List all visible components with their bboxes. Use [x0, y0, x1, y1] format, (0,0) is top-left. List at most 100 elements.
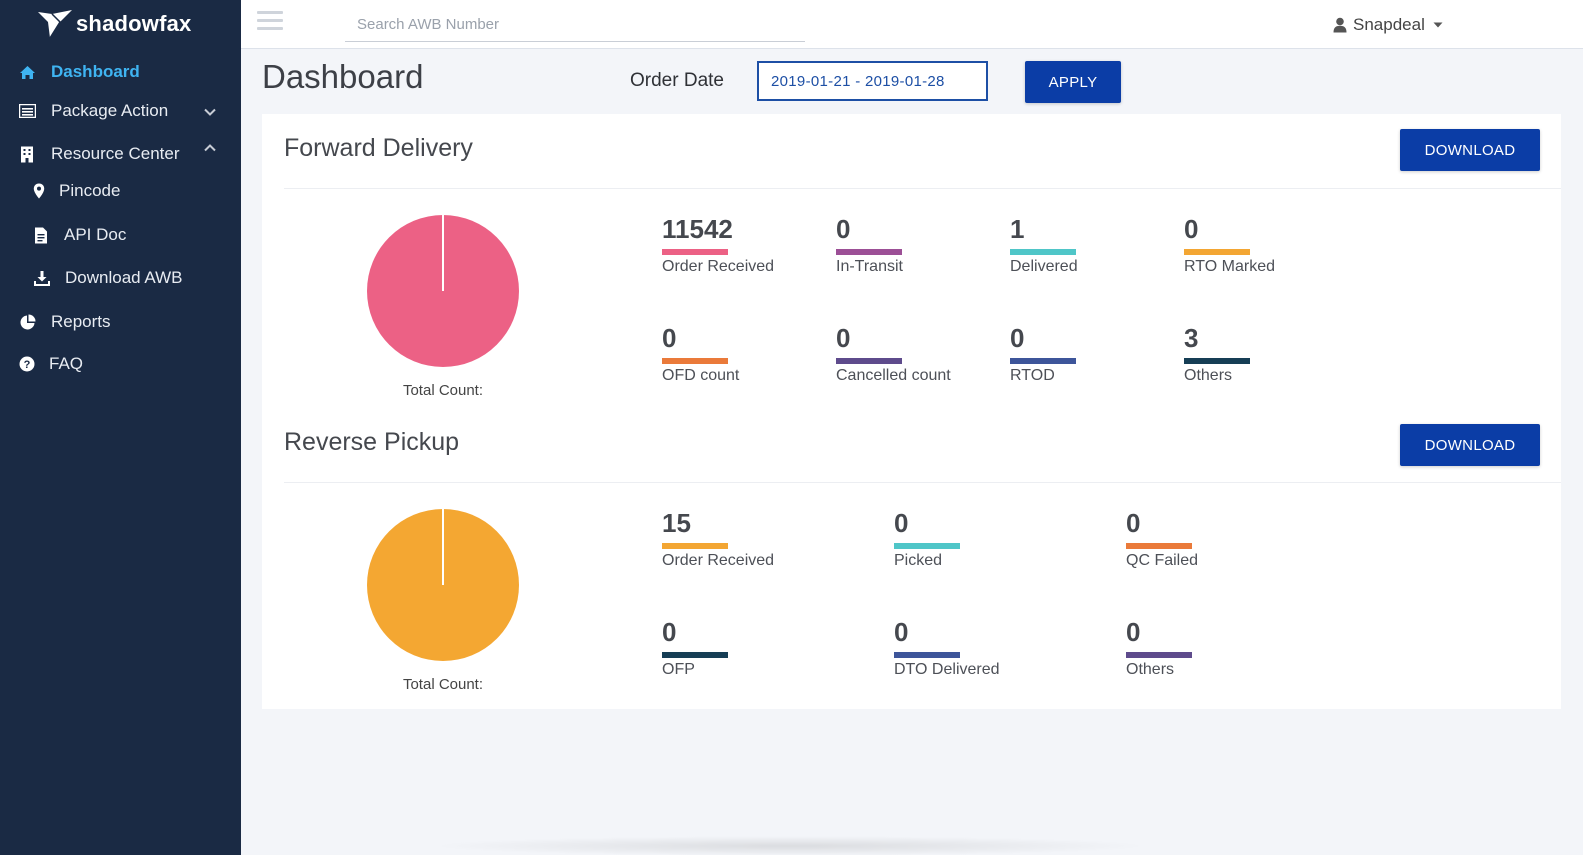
forward-total-count-label: Total Count: — [402, 382, 484, 399]
shadowfax-logo-icon — [38, 10, 72, 39]
forward-stat-delivered: 1 Delivered — [1010, 214, 1190, 276]
sidebar-item-reports[interactable]: Reports — [0, 307, 241, 337]
forward-stat-rto-marked: 0 RTO Marked — [1184, 214, 1364, 276]
stat-color-bar — [1126, 543, 1192, 549]
stat-label: In-Transit — [836, 258, 903, 275]
list-icon — [18, 102, 36, 120]
reverse-stat-qc-failed: 0 QC Failed — [1126, 508, 1306, 570]
brand-name: shadowfax — [76, 11, 192, 36]
map-pin-icon — [30, 182, 48, 200]
download-icon — [33, 269, 51, 287]
stat-color-bar — [662, 358, 728, 364]
stat-value: 15 — [662, 508, 691, 538]
forward-stat-in-transit: 0 In-Transit — [836, 214, 1016, 276]
bottom-shadow — [430, 836, 1150, 855]
reverse-total-count-label: Total Count: — [402, 676, 484, 693]
stat-label: RTOD — [1010, 367, 1055, 384]
stat-value: 0 — [894, 617, 909, 647]
stat-value: 0 — [1184, 214, 1199, 244]
hamburger-menu-icon[interactable] — [257, 11, 283, 33]
stat-label: OFD count — [662, 367, 740, 384]
sidebar-item-label: Resource Center — [51, 144, 180, 163]
stat-color-bar — [1184, 249, 1250, 255]
stat-value: 0 — [836, 214, 851, 244]
svg-text:?: ? — [24, 359, 31, 371]
stat-label: Order Received — [662, 552, 775, 569]
stat-value: 0 — [662, 323, 677, 353]
sidebar-item-dashboard[interactable]: Dashboard — [0, 57, 241, 87]
sidebar-item-faq[interactable]: ? FAQ — [0, 349, 241, 379]
forward-stat-ofd-count: 0 OFD count — [662, 323, 842, 385]
stat-value: 0 — [836, 323, 851, 353]
stat-value: 0 — [662, 617, 677, 647]
stat-value: 0 — [1126, 617, 1141, 647]
reverse-stat-ofp: 0 OFP — [662, 617, 842, 679]
reverse-stat-others: 0 Others — [1126, 617, 1306, 679]
user-menu[interactable]: Snapdeal — [1333, 14, 1443, 36]
forward-download-button[interactable]: DOWNLOAD — [1400, 129, 1540, 171]
stat-color-bar — [836, 358, 902, 364]
forward-stat-rtod: 0 RTOD — [1010, 323, 1190, 385]
search-awb-input[interactable] — [345, 8, 805, 42]
stat-color-bar — [1010, 358, 1076, 364]
stat-color-bar — [894, 543, 960, 549]
sidebar-item-label: Package Action — [51, 101, 169, 120]
reverse-stat-dto-delivered: 0 DTO Delivered — [894, 617, 1074, 679]
topbar: Snapdeal — [241, 0, 1583, 49]
stat-label: Cancelled count — [836, 367, 951, 384]
sidebar-item-label: Reports — [51, 312, 111, 331]
home-icon — [18, 63, 36, 81]
document-icon — [32, 226, 50, 244]
sidebar-item-label: API Doc — [64, 225, 127, 244]
sidebar-item-api-doc[interactable]: API Doc — [0, 220, 241, 250]
pie-chart-icon — [18, 313, 36, 331]
reverse-pie-chart — [367, 509, 519, 661]
stat-value: 1 — [1010, 214, 1025, 244]
sidebar-item-label: Pincode — [59, 181, 121, 200]
stat-color-bar — [836, 249, 902, 255]
page-title: Dashboard — [262, 58, 424, 95]
stat-label: RTO Marked — [1184, 258, 1275, 275]
stat-value: 0 — [1126, 508, 1141, 538]
reverse-stat-picked: 0 Picked — [894, 508, 1074, 570]
chevron-down-icon — [204, 108, 216, 116]
stat-color-bar — [662, 543, 728, 549]
stat-label: QC Failed — [1126, 552, 1199, 569]
reverse-stat-order-received: 15 Order Received — [662, 508, 842, 570]
stat-color-bar — [1184, 358, 1250, 364]
sidebar-item-label: Dashboard — [51, 62, 140, 81]
user-icon — [1333, 17, 1347, 33]
dashboard-card: Forward Delivery DOWNLOAD Total Count: 1… — [262, 114, 1561, 709]
sidebar-item-pincode[interactable]: Pincode — [0, 176, 241, 206]
stat-label: Others — [1126, 661, 1175, 678]
date-range-input[interactable] — [757, 61, 988, 101]
stat-label: OFP — [662, 661, 695, 678]
building-icon — [18, 145, 36, 163]
forward-stat-others: 3 Others — [1184, 323, 1364, 385]
stat-label: Picked — [894, 552, 943, 569]
forward-pie-chart — [367, 215, 519, 367]
stat-color-bar — [894, 652, 960, 658]
sidebar-item-label: FAQ — [49, 354, 84, 373]
stat-label: Others — [1184, 367, 1233, 384]
forward-stat-cancelled-count: 0 Cancelled count — [836, 323, 1016, 385]
chevron-up-icon — [204, 144, 216, 152]
stat-color-bar — [1010, 249, 1076, 255]
forward-delivery-title: Forward Delivery — [284, 134, 473, 162]
brand-logo[interactable]: shadowfax — [36, 8, 192, 40]
stat-label: Delivered — [1010, 258, 1078, 275]
stat-label: DTO Delivered — [894, 661, 1000, 678]
divider — [284, 482, 1561, 483]
sidebar-item-download-awb[interactable]: Download AWB — [0, 263, 241, 293]
sidebar-item-resource-center[interactable]: Resource Center — [0, 139, 241, 169]
divider — [284, 188, 1561, 189]
reverse-download-button[interactable]: DOWNLOAD — [1400, 424, 1540, 466]
stat-value: 3 — [1184, 323, 1199, 353]
sidebar-item-package-action[interactable]: Package Action — [0, 96, 241, 126]
stat-value: 0 — [1010, 323, 1025, 353]
order-date-label: Order Date — [630, 70, 724, 91]
forward-stat-order-received: 11542 Order Received — [662, 214, 842, 276]
stat-value: 11542 — [662, 214, 733, 244]
apply-button[interactable]: APPLY — [1025, 61, 1121, 103]
stat-color-bar — [662, 249, 728, 255]
